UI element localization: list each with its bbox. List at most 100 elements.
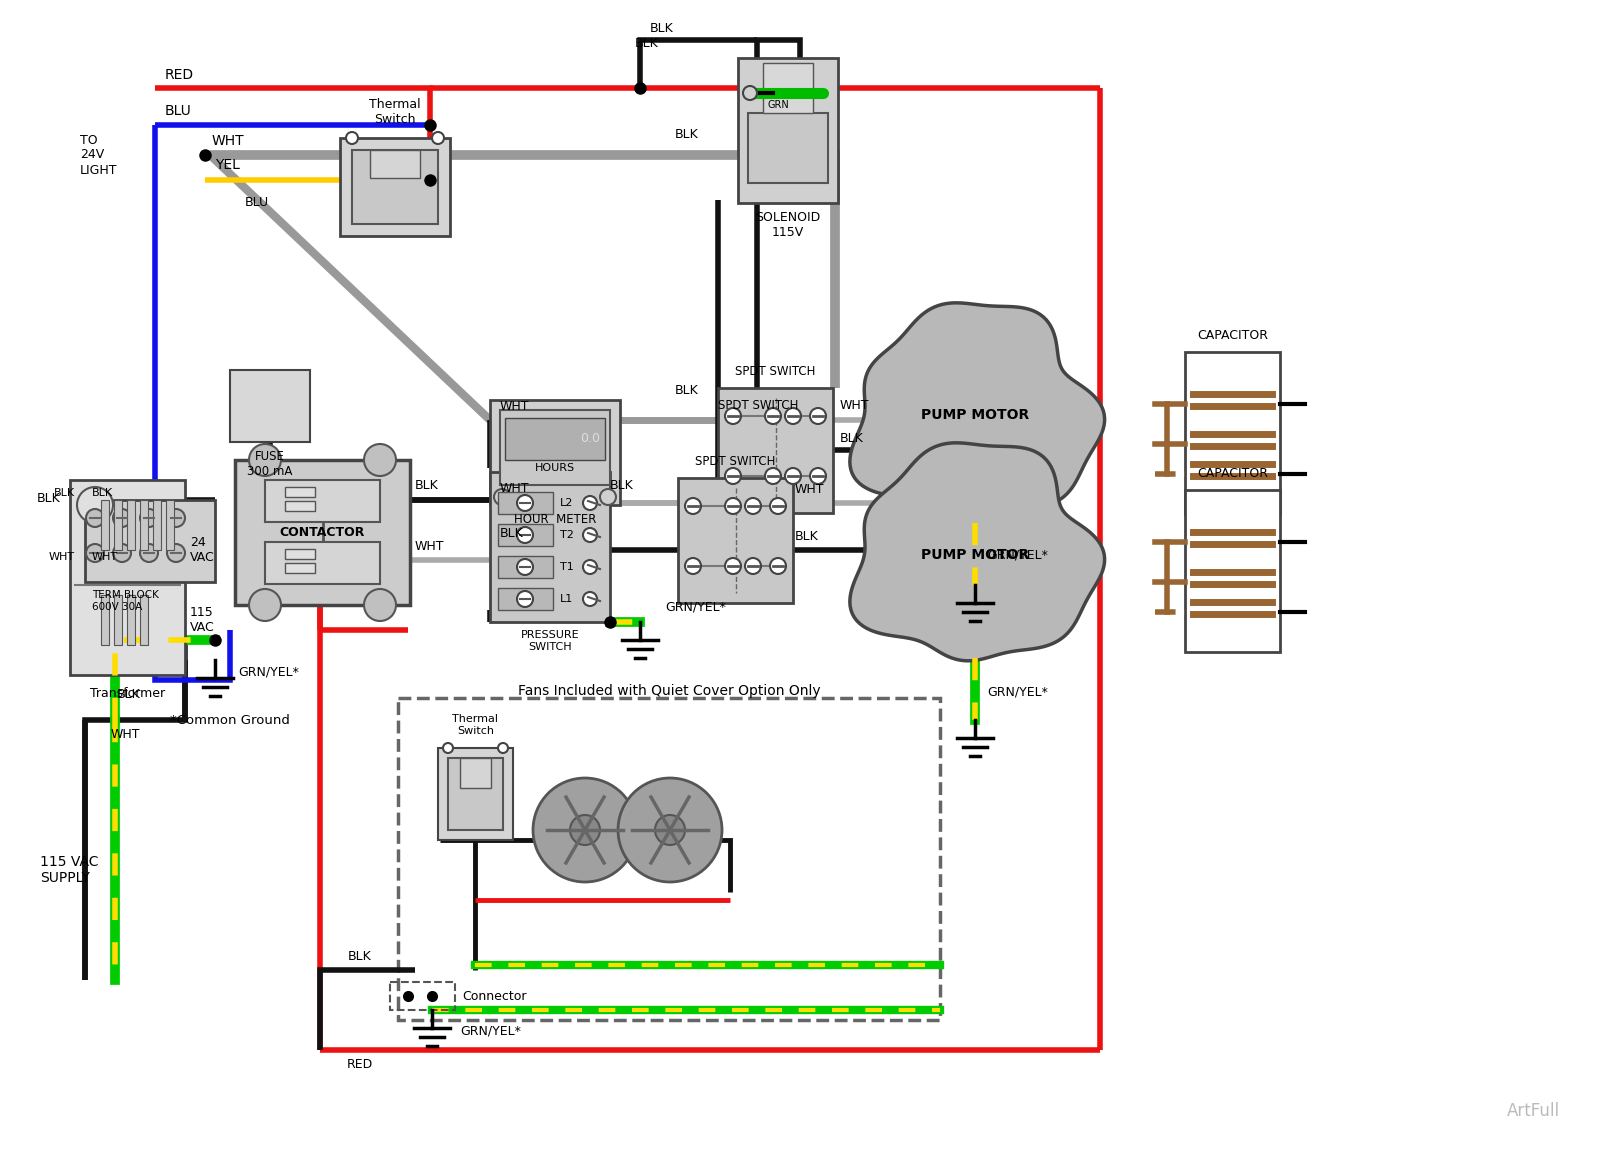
Text: HOUR  METER: HOUR METER: [514, 513, 597, 526]
Circle shape: [86, 509, 104, 526]
Circle shape: [517, 495, 533, 511]
Text: WHT: WHT: [795, 483, 824, 497]
Circle shape: [582, 497, 597, 510]
Bar: [1186, 490, 1280, 652]
Text: PUMP MOTOR: PUMP MOTOR: [922, 548, 1029, 562]
Circle shape: [77, 487, 114, 523]
Bar: [398, 698, 941, 1020]
Bar: [490, 400, 621, 505]
Text: TERM BLOCK
600V 30A: TERM BLOCK 600V 30A: [93, 590, 158, 612]
Bar: [235, 460, 410, 605]
Circle shape: [365, 589, 397, 621]
Bar: [70, 480, 186, 675]
Text: PUMP MOTOR: PUMP MOTOR: [922, 408, 1029, 422]
Circle shape: [765, 468, 781, 484]
Bar: [352, 150, 438, 223]
Text: 115 VAC
SUPPLY: 115 VAC SUPPLY: [40, 855, 99, 885]
Circle shape: [432, 132, 445, 144]
Circle shape: [770, 498, 786, 514]
Text: BLK: BLK: [54, 488, 75, 498]
Bar: [370, 150, 419, 179]
Text: TO
24V
LIGHT: TO 24V LIGHT: [80, 134, 117, 176]
Bar: [285, 563, 315, 573]
Circle shape: [725, 408, 741, 424]
Text: GRN/YEL*: GRN/YEL*: [461, 1025, 522, 1038]
Text: BLK: BLK: [349, 950, 371, 963]
Text: BLK: BLK: [37, 492, 61, 505]
Circle shape: [443, 743, 453, 753]
Text: BLK: BLK: [499, 526, 523, 540]
Text: T1: T1: [560, 562, 574, 573]
Text: BLU: BLU: [165, 104, 192, 118]
Circle shape: [533, 778, 637, 882]
Circle shape: [365, 444, 397, 476]
Bar: [285, 501, 315, 511]
Text: ArtFull: ArtFull: [1507, 1102, 1560, 1120]
Circle shape: [582, 528, 597, 541]
Circle shape: [654, 814, 685, 846]
Bar: [1186, 353, 1280, 514]
Bar: [266, 541, 381, 584]
Text: BLK: BLK: [117, 689, 141, 702]
Text: RED: RED: [165, 68, 194, 82]
Text: WHT: WHT: [211, 134, 245, 147]
Text: SPDT SWITCH: SPDT SWITCH: [736, 365, 816, 378]
Bar: [461, 758, 491, 788]
Text: Fans Included with Quiet Cover Option Only: Fans Included with Quiet Cover Option On…: [518, 684, 821, 698]
Circle shape: [141, 544, 158, 562]
Circle shape: [250, 589, 282, 621]
Bar: [141, 594, 147, 645]
Circle shape: [582, 560, 597, 574]
Circle shape: [141, 509, 158, 526]
Circle shape: [810, 468, 826, 484]
Bar: [390, 982, 454, 1010]
Circle shape: [517, 559, 533, 575]
Circle shape: [517, 591, 533, 607]
Bar: [749, 113, 829, 183]
Circle shape: [346, 132, 358, 144]
Text: Connector: Connector: [462, 990, 526, 1002]
Text: T2: T2: [560, 530, 574, 540]
Text: L2: L2: [560, 498, 573, 508]
Bar: [390, 982, 454, 1010]
Circle shape: [570, 814, 600, 846]
Bar: [499, 410, 610, 485]
Bar: [448, 758, 502, 829]
Text: Thermal
Switch: Thermal Switch: [453, 714, 499, 736]
Circle shape: [746, 498, 762, 514]
Bar: [230, 370, 310, 442]
Bar: [738, 58, 838, 203]
Text: SOLENOID
115V: SOLENOID 115V: [755, 211, 821, 238]
Circle shape: [582, 592, 597, 606]
Text: BLK: BLK: [674, 384, 698, 396]
Text: PRESSURE
SWITCH: PRESSURE SWITCH: [520, 630, 579, 652]
Text: WHT: WHT: [499, 400, 530, 414]
Circle shape: [685, 498, 701, 514]
Text: Transformer: Transformer: [90, 687, 165, 700]
Text: BLK: BLK: [674, 129, 698, 142]
Bar: [101, 500, 109, 550]
Bar: [114, 594, 122, 645]
Text: GRN/YEL*: GRN/YEL*: [987, 548, 1048, 561]
Text: YEL: YEL: [214, 158, 240, 172]
Text: Thermal
Switch: Thermal Switch: [370, 98, 421, 126]
Bar: [438, 748, 514, 840]
Circle shape: [250, 444, 282, 476]
Bar: [678, 478, 794, 602]
Bar: [498, 556, 554, 578]
Circle shape: [166, 509, 186, 526]
Text: BLK: BLK: [93, 488, 114, 498]
Text: WHT: WHT: [840, 399, 869, 412]
Text: BLK: BLK: [650, 22, 674, 35]
Polygon shape: [850, 303, 1104, 521]
Text: BLK: BLK: [840, 432, 864, 445]
Text: L1: L1: [560, 594, 573, 604]
Text: WHT: WHT: [93, 552, 118, 562]
Bar: [490, 472, 610, 622]
Text: 24
VAC: 24 VAC: [190, 536, 214, 564]
Bar: [141, 500, 147, 550]
Circle shape: [517, 526, 533, 543]
Text: CAPACITOR: CAPACITOR: [1197, 467, 1267, 480]
Circle shape: [114, 544, 131, 562]
Text: 115
VAC: 115 VAC: [190, 606, 214, 634]
